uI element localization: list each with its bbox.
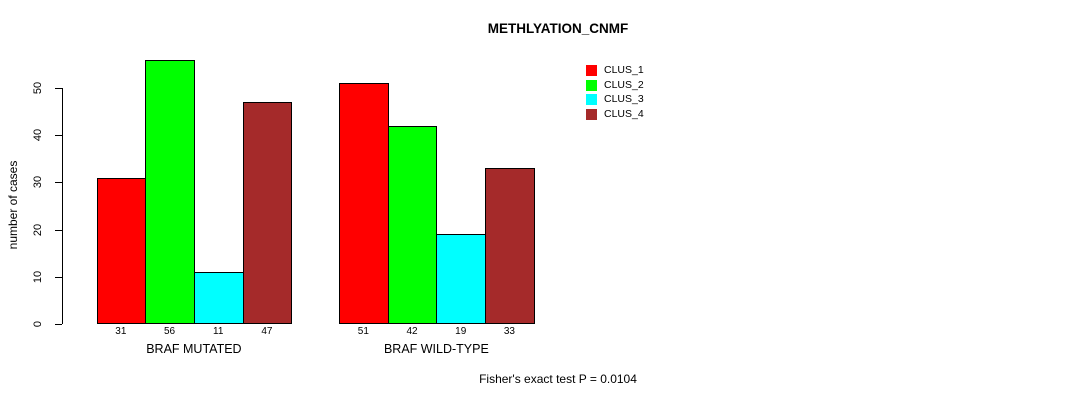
legend-label: CLUS_1 — [604, 64, 644, 76]
y-axis-tick-label: 20 — [32, 223, 44, 236]
bar-clus_3-braf-mutated — [193, 272, 244, 324]
y-axis-tick — [55, 88, 62, 89]
legend-label: CLUS_3 — [604, 93, 644, 106]
chart-title: METHLYATION_CNMF — [487, 21, 629, 36]
bar-clus_4-braf-mutated — [242, 102, 293, 324]
bar-value-label: 42 — [406, 326, 418, 337]
y-axis-tick-label: 10 — [32, 270, 44, 283]
x-category-label-braf-mutated: BRAF MUTATED — [146, 342, 242, 356]
y-axis-tick — [55, 135, 62, 137]
bar-value-label: 33 — [503, 326, 515, 337]
y-axis-tick — [55, 229, 62, 231]
y-axis-tick — [55, 182, 62, 184]
bar-clus_2-braf-wild-type — [387, 125, 438, 324]
y-axis-line — [62, 88, 63, 324]
legend-swatch-clus_4 — [586, 109, 597, 121]
legend-swatch-clus_1 — [586, 65, 597, 76]
bar-value-label: 19 — [455, 326, 467, 337]
annotation-fishers-test: Fisher's exact test P = 0.0104 — [479, 372, 637, 386]
bar-clus_4-braf-wild-type — [485, 168, 535, 324]
legend-swatch-clus_2 — [586, 79, 597, 91]
bar-clus_3-braf-wild-type — [436, 234, 487, 324]
x-category-label-braf-wild-type: BRAF WILD-TYPE — [383, 342, 489, 356]
bar-value-label: 56 — [163, 326, 176, 337]
bar-clus_2-braf-mutated — [145, 59, 195, 324]
bar-value-label: 11 — [213, 326, 224, 337]
y-axis-tick-label: 40 — [32, 129, 44, 142]
bar-value-label: 47 — [261, 326, 273, 337]
y-axis-tick-label: 30 — [32, 176, 44, 189]
y-axis-tick — [55, 276, 62, 278]
bar-clus_1-braf-mutated — [96, 177, 147, 324]
y-axis-tick-label: 50 — [32, 81, 44, 95]
y-axis-label: number of cases — [6, 160, 20, 250]
y-axis-tick-label: 0 — [32, 320, 44, 328]
legend-swatch-clus_3 — [586, 94, 597, 106]
legend-label: CLUS_4 — [604, 108, 644, 121]
bar-value-label: 31 — [115, 326, 127, 337]
bar-clus_1-braf-wild-type — [339, 83, 389, 324]
y-axis-tick — [55, 324, 62, 325]
legend-label: CLUS_2 — [604, 78, 644, 91]
bar-value-label: 51 — [357, 326, 369, 337]
